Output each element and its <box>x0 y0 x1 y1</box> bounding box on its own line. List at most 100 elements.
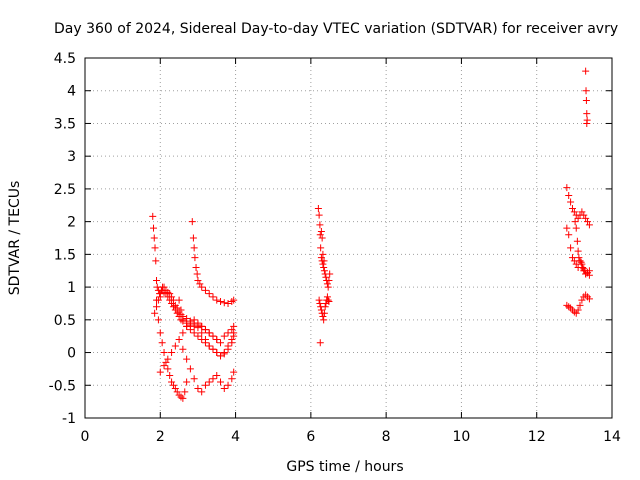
y-tick-label: -1 <box>62 411 76 427</box>
data-point <box>205 329 213 337</box>
data-point <box>323 280 331 288</box>
data-point <box>583 110 591 118</box>
data-point <box>186 365 194 373</box>
data-point <box>209 293 217 301</box>
x-tick-label: 6 <box>306 429 315 445</box>
y-axis-label: SDTVAR / TECUs <box>7 181 23 296</box>
data-point <box>324 283 332 291</box>
data-point <box>574 214 582 222</box>
data-point <box>196 280 204 288</box>
data-point <box>160 362 168 370</box>
data-point <box>168 293 176 301</box>
data-point <box>194 385 202 393</box>
data-point <box>324 296 332 304</box>
data-point <box>156 329 164 337</box>
data-point <box>565 303 573 311</box>
data-point <box>151 309 159 317</box>
data-point <box>320 316 328 324</box>
data-point <box>220 299 228 307</box>
data-point <box>164 365 172 373</box>
y-tick-label: 3.5 <box>54 116 76 132</box>
data-point <box>230 296 238 304</box>
data-point <box>320 309 328 317</box>
data-point <box>325 297 333 305</box>
data-point <box>189 234 197 242</box>
data-point <box>319 260 327 268</box>
data-point <box>316 339 324 347</box>
data-point <box>217 297 225 305</box>
data-point <box>584 218 592 226</box>
data-point <box>220 350 228 358</box>
data-point <box>205 378 213 386</box>
data-point <box>201 381 209 389</box>
data-point <box>198 335 206 343</box>
data-point <box>574 306 582 314</box>
data-point <box>578 208 586 216</box>
y-tick-label: 0 <box>67 346 76 362</box>
y-tick-label: 2 <box>67 215 76 231</box>
data-point <box>320 263 328 271</box>
data-point <box>582 270 590 278</box>
plot-frame <box>84 57 613 419</box>
data-point <box>572 309 580 317</box>
data-point <box>228 339 236 347</box>
x-tick-label: 10 <box>453 429 471 445</box>
data-point <box>152 257 160 265</box>
data-point <box>153 277 161 285</box>
y-tick-label: 1 <box>67 280 76 296</box>
data-point <box>205 342 213 350</box>
data-point <box>154 316 162 324</box>
data-point <box>186 326 194 334</box>
data-point <box>213 349 221 357</box>
data-point <box>166 371 174 379</box>
data-point <box>186 319 194 327</box>
data-point <box>578 260 586 268</box>
data-point <box>173 304 181 312</box>
x-tick-label: 8 <box>382 429 391 445</box>
data-point <box>567 244 575 252</box>
data-point <box>201 326 209 334</box>
data-point <box>217 378 225 386</box>
data-point <box>322 273 330 281</box>
data-point <box>175 296 183 304</box>
data-point <box>220 332 228 340</box>
data-point <box>585 221 593 229</box>
data-point <box>320 267 328 275</box>
data-point <box>224 299 232 307</box>
data-point <box>194 319 202 327</box>
data-point <box>190 329 198 337</box>
data-point <box>179 329 187 337</box>
data-point <box>319 250 327 258</box>
data-point <box>228 375 236 383</box>
data-point <box>213 296 221 304</box>
data-point <box>574 247 582 255</box>
data-point <box>179 316 187 324</box>
data-point <box>153 296 161 304</box>
data-point <box>179 394 187 402</box>
data-point <box>317 244 325 252</box>
data-point <box>198 283 206 291</box>
data-point <box>319 313 327 321</box>
data-point <box>183 378 191 386</box>
data-point <box>576 301 584 309</box>
data-point <box>571 218 579 226</box>
data-point <box>198 388 206 396</box>
data-point <box>228 326 236 334</box>
data-point <box>568 254 576 262</box>
data-point <box>162 358 170 366</box>
data-point <box>194 277 202 285</box>
data-point <box>321 303 329 311</box>
data-point <box>317 227 325 235</box>
data-point <box>213 371 221 379</box>
data-point <box>576 257 584 265</box>
data-point <box>573 237 581 245</box>
data-point <box>585 295 593 303</box>
data-point <box>568 205 576 213</box>
x-tick-label: 0 <box>81 429 90 445</box>
data-point <box>160 349 168 357</box>
data-point <box>190 375 198 383</box>
data-point <box>224 345 232 353</box>
data-point <box>315 211 323 219</box>
data-point <box>201 339 209 347</box>
